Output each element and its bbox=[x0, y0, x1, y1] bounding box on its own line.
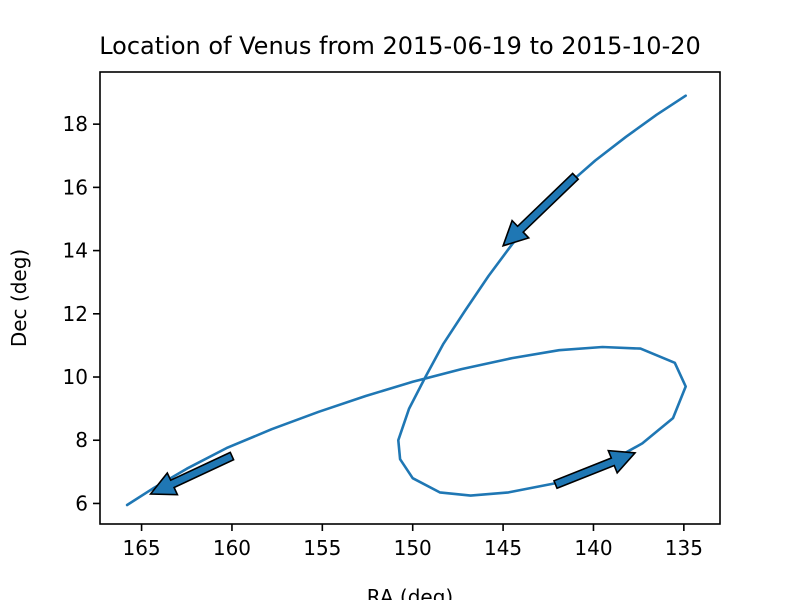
plot-area bbox=[125, 94, 687, 507]
x-tick-label: 160 bbox=[213, 536, 251, 560]
y-tick-label: 6 bbox=[75, 491, 88, 515]
direction-arrow-2 bbox=[148, 451, 235, 496]
plot-frame bbox=[99, 71, 721, 525]
y-tick-label: 14 bbox=[63, 239, 88, 263]
x-tick-label: 145 bbox=[484, 536, 522, 560]
y-tick-label: 12 bbox=[63, 302, 88, 326]
y-axis-label: Dec (deg) bbox=[7, 249, 31, 347]
x-axis-label: RA (deg) bbox=[367, 585, 453, 600]
x-tick-label: 155 bbox=[303, 536, 341, 560]
x-tick-label: 140 bbox=[574, 536, 612, 560]
x-tick-label: 165 bbox=[122, 536, 160, 560]
axes: 165 160 155 150 145 140 135 6 8 10 12 14 16 18 bbox=[63, 112, 703, 560]
y-tick-label: 8 bbox=[75, 428, 88, 452]
direction-arrow-1 bbox=[552, 449, 637, 490]
y-tick-label: 10 bbox=[63, 365, 88, 389]
direction-arrow-0 bbox=[501, 172, 580, 248]
series-line-0 bbox=[125, 94, 687, 507]
x-tick-label: 150 bbox=[394, 536, 432, 560]
chart-title: Location of Venus from 2015-06-19 to 201… bbox=[99, 32, 701, 60]
y-tick-label: 16 bbox=[63, 175, 88, 199]
y-tick-label: 18 bbox=[63, 112, 88, 136]
x-tick-label: 135 bbox=[665, 536, 703, 560]
